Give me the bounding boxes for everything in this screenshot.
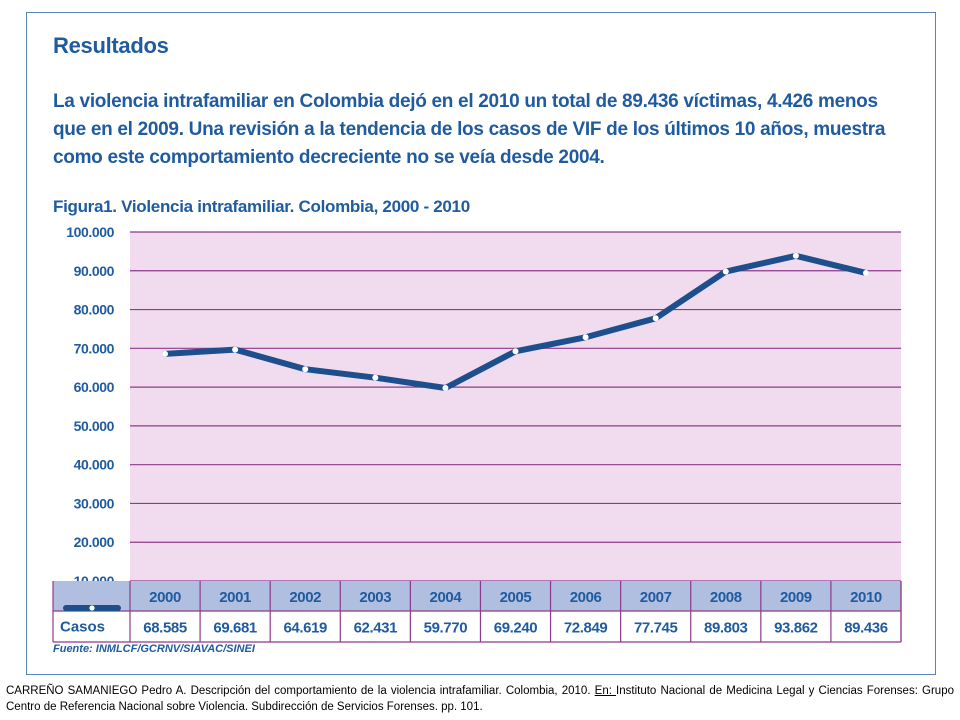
data-value-label: 89.803 xyxy=(704,620,748,637)
citation-publisher: Instituto Nacional de Medicina Legal y C… xyxy=(6,685,954,713)
data-value-label: 93.862 xyxy=(774,620,818,637)
y-tick-label: 100.000 xyxy=(66,224,114,240)
y-tick-label: 90.000 xyxy=(74,263,115,279)
y-tick-label: 40.000 xyxy=(74,457,115,473)
data-table: Casos 2000 68.585 2001 69.681 2002 64.619 2003 6… xyxy=(52,581,902,643)
table-header-row xyxy=(130,581,901,611)
data-value-label: 72.849 xyxy=(564,620,608,637)
y-tick-label: 30.000 xyxy=(74,495,115,511)
data-point xyxy=(512,348,519,355)
data-point xyxy=(232,346,239,353)
x-tick-label: 2003 xyxy=(359,589,391,606)
data-value-label: 68.585 xyxy=(143,620,187,637)
data-point xyxy=(792,252,799,259)
data-point xyxy=(442,385,449,392)
y-tick-label: 50.000 xyxy=(74,418,115,434)
data-value-label: 64.619 xyxy=(283,620,327,637)
x-tick-label: 2004 xyxy=(430,589,463,606)
series-casos xyxy=(162,252,869,392)
data-value-label: 59.770 xyxy=(424,620,468,637)
data-point xyxy=(162,350,169,357)
x-tick-label: 2009 xyxy=(780,589,812,606)
x-tick-label: 2001 xyxy=(219,589,251,606)
y-axis: 10.00020.00030.00040.00050.00060.00070.0… xyxy=(66,224,115,589)
plot-background xyxy=(130,232,901,581)
data-value-label: 62.431 xyxy=(354,620,398,637)
x-tick-label: 2006 xyxy=(570,589,602,606)
citation-text: CARREÑO SAMANIEGO Pedro A. Descripción d… xyxy=(6,685,595,697)
data-value-label: 77.745 xyxy=(634,620,678,637)
intro-paragraph: La violencia intrafamiliar en Colombia d… xyxy=(53,91,886,168)
plot-area xyxy=(130,232,901,581)
y-tick-label: 20.000 xyxy=(74,534,115,550)
data-point xyxy=(862,269,869,276)
x-tick-label: 2005 xyxy=(500,589,532,606)
x-tick-label: 2008 xyxy=(710,589,742,606)
page-title: Resultados xyxy=(53,33,169,58)
data-point xyxy=(372,374,379,381)
data-point xyxy=(722,268,729,275)
x-tick-label: 2010 xyxy=(850,589,882,606)
series-row-label: Casos xyxy=(60,619,105,636)
data-value-label: 69.240 xyxy=(494,620,538,637)
data-value-label: 89.436 xyxy=(844,620,888,637)
y-tick-label: 60.000 xyxy=(74,379,115,395)
table-value-row xyxy=(53,611,901,642)
y-tick-label: 70.000 xyxy=(74,340,115,356)
x-tick-label: 2000 xyxy=(149,589,181,606)
source-note: Fuente: INMLCF/GCRNV/SIAVAC/SINEI xyxy=(53,643,255,655)
citation: CARREÑO SAMANIEGO Pedro A. Descripción d… xyxy=(6,683,954,715)
y-tick-label: 80.000 xyxy=(74,302,115,318)
x-tick-label: 2007 xyxy=(640,589,672,606)
data-point xyxy=(582,334,589,341)
data-point xyxy=(652,315,659,322)
citation-en: En: xyxy=(594,685,617,697)
figure-title: Figura1. Violencia intrafamiliar. Colomb… xyxy=(53,197,470,216)
data-value-label: 69.681 xyxy=(213,620,257,637)
legend-marker xyxy=(89,605,95,611)
x-tick-label: 2002 xyxy=(289,589,321,606)
data-point xyxy=(302,366,309,373)
